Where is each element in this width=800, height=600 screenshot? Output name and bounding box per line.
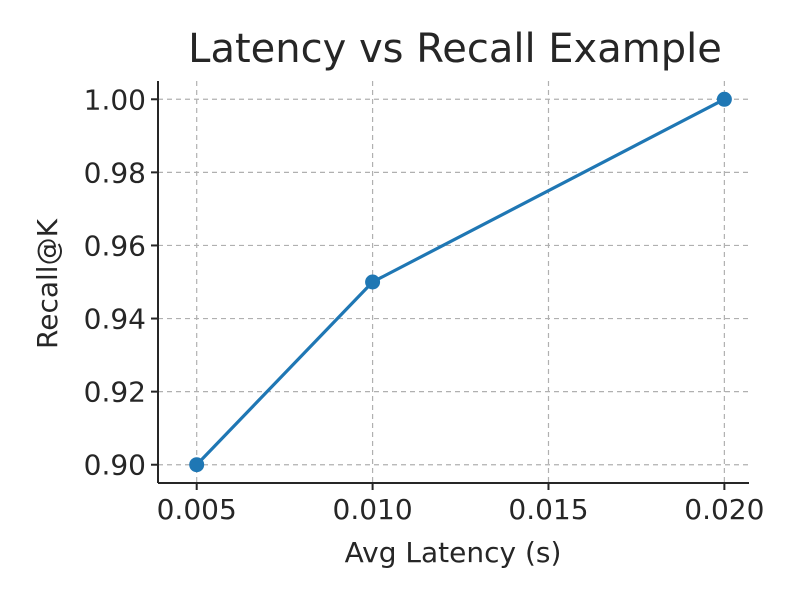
- data-point: [189, 457, 205, 473]
- y-axis-label: Recall@K: [31, 218, 64, 349]
- y-tick-label: 1.00: [84, 83, 146, 116]
- x-axis-ticks: 0.005 0.010 0.015 0.020: [157, 483, 764, 526]
- grid: [158, 81, 749, 483]
- y-tick-label: 0.92: [84, 376, 146, 409]
- data-point: [716, 91, 732, 107]
- x-tick-label: 0.015: [508, 493, 588, 526]
- axes: [157, 81, 749, 484]
- data-series: [189, 91, 732, 473]
- series-line: [195, 97, 726, 467]
- y-tick-label: 0.98: [84, 156, 146, 189]
- y-tick-label: 0.90: [84, 449, 146, 482]
- y-axis-ticks: 0.90 0.92 0.94 0.96 0.98 1.00: [84, 83, 158, 482]
- y-tick-label: 0.94: [84, 303, 146, 336]
- y-tick-label: 0.96: [84, 229, 146, 262]
- data-point: [365, 274, 381, 290]
- x-axis-label: Avg Latency (s): [345, 536, 562, 569]
- chart-title: Latency vs Recall Example: [188, 26, 722, 72]
- x-tick-label: 0.010: [333, 493, 413, 526]
- x-tick-label: 0.020: [684, 493, 764, 526]
- x-tick-label: 0.005: [157, 493, 237, 526]
